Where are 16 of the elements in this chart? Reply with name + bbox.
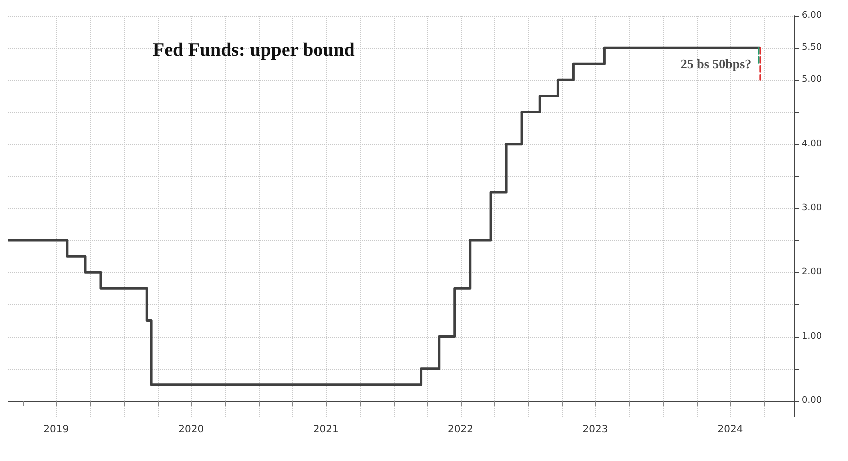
x-tick-label: 2021	[313, 424, 339, 436]
y-tick-label: 3.00	[802, 203, 822, 214]
y-tick-label: 2.00	[802, 268, 822, 278]
annotation: 25 bs 50bps?	[680, 56, 752, 72]
x-tick-label: 2019	[44, 424, 70, 436]
y-tick-label: 5.00	[802, 75, 822, 86]
y-tick-label: 5.50	[802, 43, 822, 54]
text: Fed Funds: upper bound	[153, 40, 356, 61]
y-tick-label: 6.00	[802, 11, 822, 21]
x-tick-label: 2024	[718, 424, 744, 436]
x-tick-label: 2020	[178, 424, 204, 436]
y-tick-label: 0.00	[802, 396, 822, 406]
y-tick-label: 1.00	[802, 332, 822, 342]
x-tick-label: 2023	[582, 424, 608, 436]
y-tick-label: 4.00	[802, 139, 822, 150]
x-tick-label: 2022	[448, 424, 474, 436]
